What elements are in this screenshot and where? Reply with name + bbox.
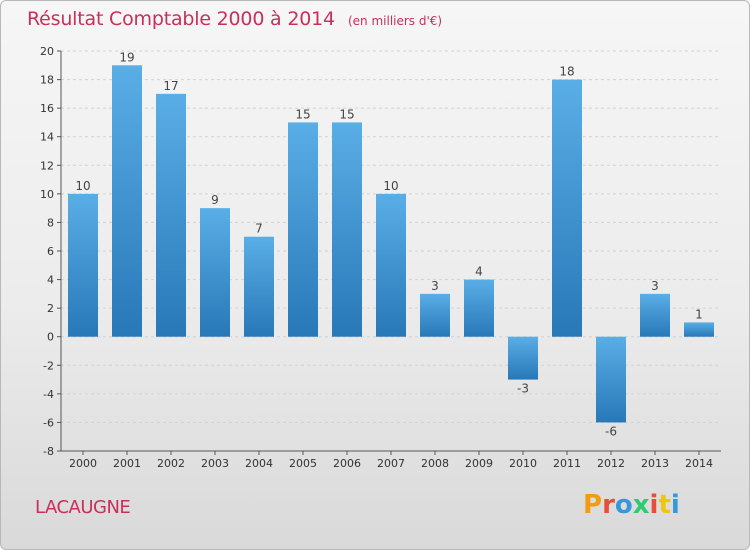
bar-value-label: 15: [295, 107, 310, 121]
y-tick-label: 18: [40, 74, 54, 87]
title-row: Résultat Comptable 2000 à 2014 (en milli…: [27, 8, 442, 30]
bar-value-label: 10: [383, 179, 398, 193]
bars-layer: 10 19 17 9 7 15 15 10 3 4 -3 18 -6 3 1: [68, 50, 714, 438]
bar-2000: [68, 193, 98, 337]
y-tick-label: 16: [40, 102, 54, 115]
bar-value-label: 10: [75, 179, 90, 193]
logo-letter: t: [658, 490, 671, 520]
x-tick-label: 2011: [553, 457, 581, 470]
chart-title: Résultat Comptable 2000 à 2014: [27, 8, 335, 30]
bar-value-label: 4: [475, 265, 483, 279]
x-tick-label: 2013: [641, 457, 669, 470]
proxiti-logo[interactable]: Proxiti: [583, 490, 680, 520]
bar-value-label: 15: [339, 107, 354, 121]
bar-2010: [508, 336, 538, 380]
bar-value-label: 18: [559, 65, 574, 79]
y-tick-label: 4: [47, 274, 54, 287]
bar-value-label: 1: [695, 307, 703, 321]
y-tick-label: 8: [47, 216, 54, 229]
x-tick-label: 2003: [201, 457, 229, 470]
logo-letter: r: [602, 490, 615, 520]
y-tick-label: 0: [47, 331, 54, 344]
bar-2014: [684, 322, 714, 337]
y-tick-label: 6: [47, 245, 54, 258]
x-tick-label: 2004: [245, 457, 273, 470]
bar-2003: [200, 208, 230, 337]
bar-value-label: 19: [119, 50, 134, 64]
bar-2011: [552, 79, 582, 337]
bar-2006: [332, 122, 362, 337]
y-tick-label: 10: [40, 188, 54, 201]
x-tick-label: 2007: [377, 457, 405, 470]
x-tick-label: 2009: [465, 457, 493, 470]
x-tick-label: 2014: [685, 457, 713, 470]
y-tick-label: -2: [43, 359, 54, 372]
logo-letter: i: [670, 490, 680, 520]
bar-2007: [376, 193, 406, 337]
y-tick-label: -8: [43, 445, 54, 458]
x-tick-label: 2005: [289, 457, 317, 470]
x-tick-label: 2002: [157, 457, 185, 470]
bar-value-label: 17: [163, 79, 178, 93]
bar-2012: [596, 336, 626, 423]
x-tick-label: 2000: [69, 457, 97, 470]
x-tick-label: 2012: [597, 457, 625, 470]
bar-value-label: 3: [651, 279, 659, 293]
chart-subtitle: (en milliers d'€): [347, 14, 443, 28]
bar-2009: [464, 279, 494, 337]
x-tick-label: 2001: [113, 457, 141, 470]
x-tick-label: 2008: [421, 457, 449, 470]
x-tick-label: 2010: [509, 457, 537, 470]
bar-2005: [288, 122, 318, 337]
commune-name: LACAUGNE: [35, 497, 131, 518]
logo-letter: i: [649, 490, 659, 520]
y-tick-label: -6: [43, 416, 54, 429]
y-tick-label: 14: [40, 131, 54, 144]
logo-letter: P: [583, 490, 603, 520]
bar-value-label: 7: [255, 222, 263, 236]
bar-value-label: 3: [431, 279, 439, 293]
bar-2004: [244, 236, 274, 337]
bar-2013: [640, 293, 670, 337]
y-tick-label: 2: [47, 302, 54, 315]
bar-value-label: 9: [211, 193, 219, 207]
x-tick-label: 2006: [333, 457, 361, 470]
bar-2008: [420, 293, 450, 337]
logo-letter: o: [614, 490, 633, 520]
y-tick-label: -4: [43, 388, 54, 401]
y-tick-label: 20: [40, 45, 54, 58]
bar-value-label: -3: [517, 382, 529, 396]
bar-2002: [156, 93, 186, 337]
y-tick-label: 12: [40, 159, 54, 172]
logo-letter: x: [632, 490, 650, 520]
bar-2001: [112, 65, 142, 337]
bar-value-label: -6: [605, 424, 617, 438]
